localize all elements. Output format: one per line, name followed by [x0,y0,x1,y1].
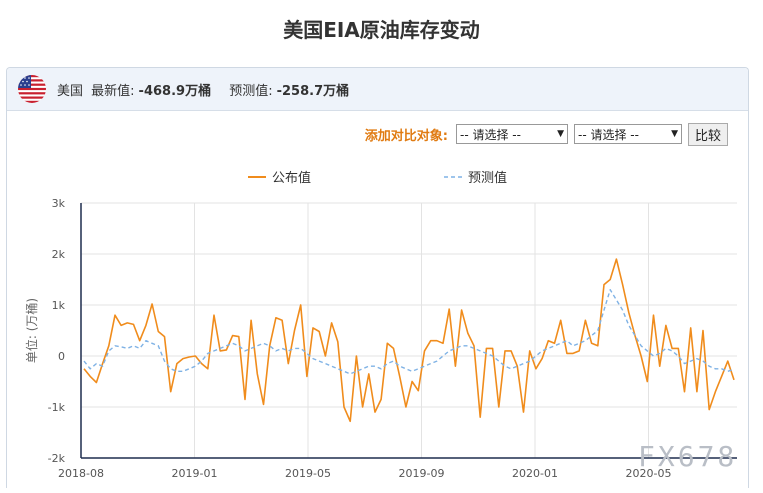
x-tick-label: 2018-08 [58,467,104,480]
legend-forecast[interactable]: 预测值 [444,167,507,186]
info-bar: 美国 最新值: -468.9万桶 预测值: -258.7万桶 [7,68,748,111]
page-title: 美国EIA原油库存变动 [283,18,480,42]
compare-select-1-value: -- 请选择 -- [459,127,521,142]
legend-forecast-label: 预测值 [468,171,508,186]
compare-label: 添加对比对象: [364,128,448,144]
y-tick-label: -1k [48,401,66,414]
x-tick-label: 2019-09 [399,467,445,480]
y-tick-label: 1k [52,299,66,312]
y-tick-label: 0 [58,350,65,363]
compare-bar: 添加对比对象: -- 请选择 -- ▼ -- 请选择 -- ▼ 比较 [364,122,728,146]
latest-label: 最新值: [91,84,135,99]
latest-info: 美国 最新值: -468.9万桶 预测值: -258.7万桶 [57,80,363,99]
legend-actual-swatch [248,175,266,178]
x-tick-label: 2019-01 [172,467,218,480]
us-flag-icon [18,75,46,103]
y-tick-label: 3k [52,197,66,210]
series-forecast-line [83,289,735,375]
x-tick-label: 2019-05 [285,467,331,480]
compare-select-1[interactable]: -- 请选择 -- ▼ [455,124,568,144]
country-label: 美国 [57,84,84,99]
y-tick-label: 2k [52,248,66,261]
compare-select-2-value: -- 请选择 -- [577,127,639,142]
latest-value: -468.9万桶 [138,84,212,99]
compare-button[interactable]: 比较 [687,122,728,146]
y-axis-label: 单位: (万桶) [24,298,39,363]
series-actual-line [83,258,735,423]
chevron-down-icon: ▼ [671,129,678,139]
forecast-value: -258.7万桶 [276,84,350,99]
watermark: FX678 [638,440,738,473]
compare-select-2[interactable]: -- 请选择 -- ▼ [573,124,682,144]
chevron-down-icon: ▼ [557,129,564,139]
legend-forecast-swatch [444,175,462,178]
y-tick-label: -2k [48,452,66,465]
chart-panel: 美国 最新值: -468.9万桶 预测值: -258.7万桶 添加对比对象: -- … [6,67,749,488]
legend-actual[interactable]: 公布值 [248,167,311,186]
x-tick-label: 2020-01 [512,467,558,480]
forecast-label: 预测值: [229,84,273,99]
legend-actual-label: 公布值 [272,171,312,186]
x-tick-label: 2020-05 [626,467,672,480]
